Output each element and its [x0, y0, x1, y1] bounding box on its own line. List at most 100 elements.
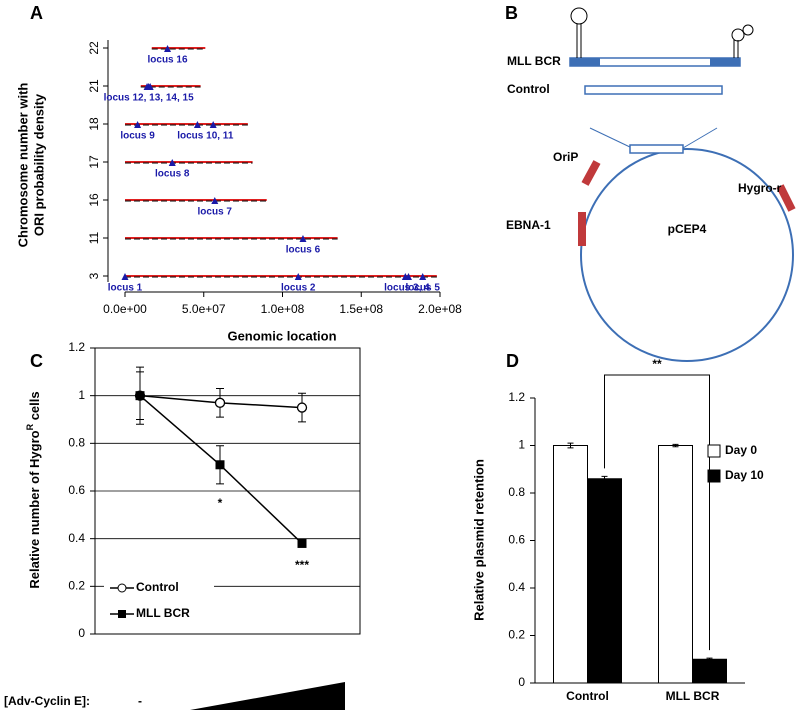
- plasmid-insert: [629, 144, 684, 154]
- locus-marker: [419, 273, 427, 280]
- x-tick-label: 0.0e+00: [103, 302, 147, 316]
- element-label: EBNA-1: [506, 218, 551, 232]
- legend-label: Control: [136, 580, 179, 594]
- point: [135, 391, 145, 401]
- y-tick-label: 18: [87, 117, 101, 131]
- error-bar: [601, 475, 608, 482]
- x-tick-label: -: [138, 694, 142, 708]
- panel-letter: B: [505, 3, 518, 23]
- control-bar: [584, 85, 723, 95]
- plasmid: [580, 148, 794, 362]
- y-axis-label: Chromosome number with: [15, 83, 30, 248]
- y-axis-label: ORI probability density: [31, 93, 46, 236]
- y-tick-label: 0.8: [68, 436, 85, 450]
- panel-letter: C: [30, 351, 43, 371]
- y-tick-label: 0: [518, 675, 525, 689]
- hygro-r: [776, 184, 796, 212]
- y-tick-label: 0.4: [508, 580, 525, 594]
- locus-marker: [134, 121, 142, 128]
- insert-end: [570, 58, 600, 66]
- bar: [587, 478, 622, 684]
- error-bar: [567, 442, 574, 449]
- control-label: Control: [507, 82, 550, 96]
- locus-label: locus 16: [148, 55, 188, 66]
- series-line: [139, 395, 303, 544]
- legend-label: Day 10: [725, 468, 764, 482]
- locus-label: locus 2: [281, 283, 316, 294]
- significance-bracket: [604, 374, 710, 651]
- insert-label: MLL BCR: [507, 54, 561, 68]
- element-label: Hygro-r: [738, 181, 782, 195]
- locus-marker: [299, 235, 307, 242]
- legend-swatch: [707, 444, 721, 458]
- y-tick-label: 22: [87, 41, 101, 55]
- legend-swatch: [707, 469, 721, 483]
- locus-marker: [209, 121, 217, 128]
- x-tick-label: 5.0e+07: [182, 302, 226, 316]
- y-tick-label: 11: [87, 231, 101, 244]
- x-tick-label: 1.0e+08: [261, 302, 305, 316]
- y-tick-label: 1: [518, 438, 525, 452]
- dose-wedge: [190, 682, 345, 710]
- error-bar: [706, 657, 713, 661]
- locus-label: locus 12, 13, 14, 15: [104, 93, 194, 104]
- y-axis-label-part: Relative number of Hygro: [27, 430, 42, 588]
- hairpins: [570, 7, 754, 58]
- x-tick-label: MLL BCR: [666, 689, 720, 703]
- y-axis-label-sup: R: [25, 423, 35, 430]
- locus-label: locus 3, 4: [384, 283, 430, 294]
- locus-marker: [146, 83, 154, 90]
- y-tick-label: 1.2: [68, 340, 85, 354]
- y-axis-label: Relative number of HygroR cells: [25, 391, 42, 588]
- locus-label: locus 9: [120, 131, 155, 142]
- x-axis-label: [Adv-Cyclin E]:: [4, 694, 90, 708]
- legend-label: MLL BCR: [136, 606, 190, 620]
- diagram-b: B MLL BCR Control OriP Hygro-r EBNA-1 pC…: [505, 3, 796, 362]
- locus-label: locus 5: [405, 283, 440, 294]
- locus-marker: [294, 273, 302, 280]
- bar: [692, 658, 727, 684]
- y-tick-label: 21: [87, 79, 101, 93]
- x-tick-label: 2.0e+08: [418, 302, 462, 316]
- x-tick-label: 1.5e+08: [339, 302, 383, 316]
- y-axis-label-part: cells: [27, 391, 42, 424]
- orip: [581, 160, 601, 186]
- y-tick-label: 0.2: [68, 579, 85, 593]
- y-tick-label: 0.6: [508, 533, 525, 547]
- legend-label: Day 0: [725, 443, 757, 457]
- locus-marker: [211, 197, 219, 204]
- element-label: OriP: [553, 150, 578, 164]
- point: [215, 460, 225, 470]
- insert-end: [710, 58, 740, 66]
- locus-label: locus 10, 11: [177, 131, 234, 142]
- locus-label: locus 6: [286, 245, 321, 256]
- connector: [682, 127, 718, 149]
- panel-letter: A: [30, 3, 43, 23]
- locus-marker: [121, 273, 129, 280]
- error-bar: [672, 443, 679, 448]
- legend-marker: [117, 583, 127, 593]
- connector: [589, 127, 633, 149]
- y-axis-label: Relative plasmid retention: [471, 459, 486, 621]
- locus-label: locus 1: [108, 283, 143, 294]
- x-tick-label: Control: [566, 689, 609, 703]
- point: [214, 397, 226, 408]
- plasmid-label: pCEP4: [668, 222, 707, 236]
- significance: **: [652, 357, 662, 371]
- bar: [553, 445, 588, 684]
- locus-marker: [164, 45, 172, 52]
- locus-marker: [193, 121, 201, 128]
- y-tick-label: 1.2: [508, 390, 525, 404]
- locus-marker: [168, 159, 176, 166]
- y-tick-label: 17: [87, 155, 101, 169]
- point: [297, 538, 307, 548]
- bar: [658, 445, 693, 684]
- locus-marker: [405, 273, 412, 280]
- y-tick-label: 0.4: [68, 531, 85, 545]
- y-tick-label: 16: [87, 193, 101, 207]
- y-tick-label: 0: [78, 626, 85, 640]
- significance: *: [218, 496, 223, 510]
- legend-marker: [118, 610, 126, 618]
- x-axis-label: Genomic location: [227, 328, 336, 343]
